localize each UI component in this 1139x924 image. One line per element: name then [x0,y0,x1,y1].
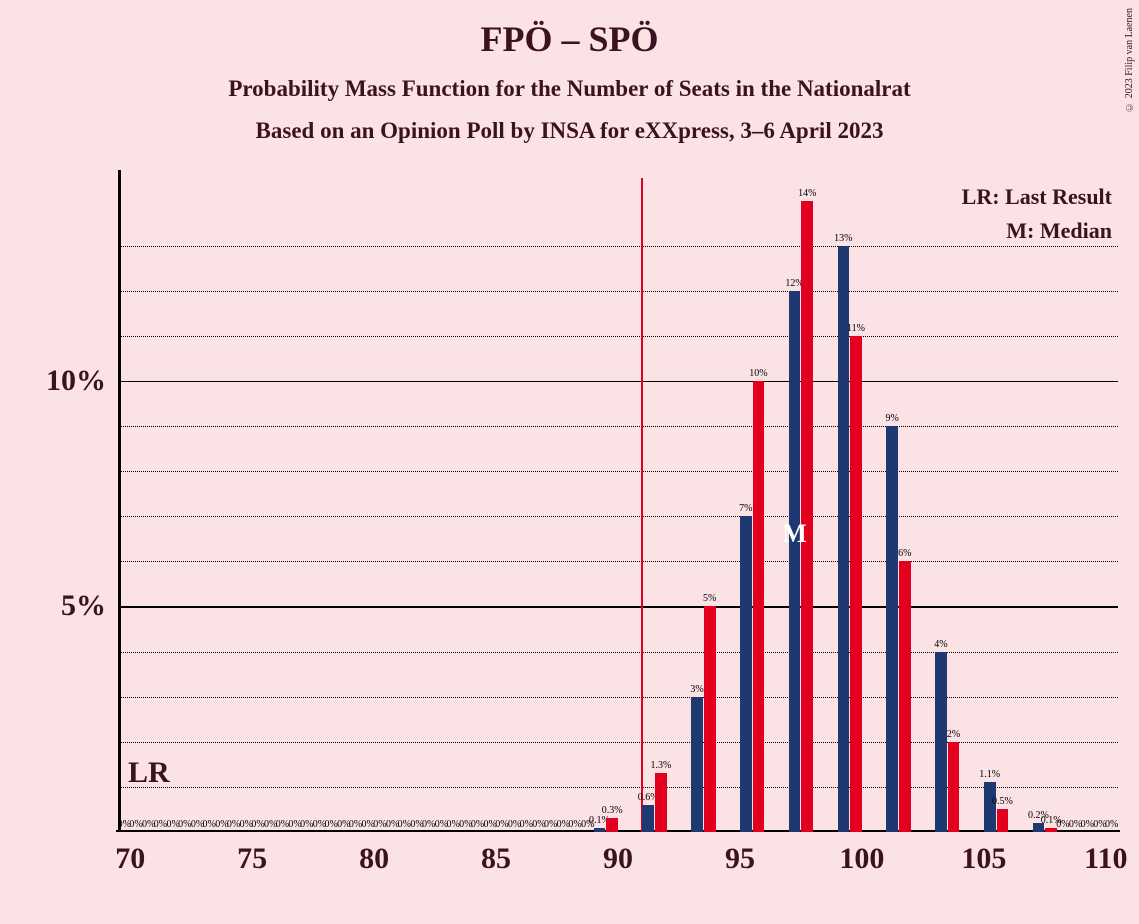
bar-label: 11% [847,323,865,336]
bar-blue: 9% [886,426,898,832]
gridline-minor [118,246,1118,247]
legend-median: M: Median [1006,218,1112,244]
bar-red: 5% [704,606,716,832]
bar-label: 0% [203,819,216,832]
bar-label: 1.3% [650,760,671,773]
gridline-major [118,381,1118,383]
y-tick-label: 10% [46,364,118,398]
x-tick-label: 105 [961,832,1006,876]
x-tick-label: 80 [359,832,389,876]
bar-red: 10% [753,381,765,832]
bar-label: 0% [154,819,167,832]
bar-red: 2% [948,742,960,832]
bar-label: 9% [885,413,898,426]
bar-label: 5% [703,593,716,606]
bar-red: 11% [850,336,862,832]
bar-label: 13% [834,233,852,246]
bar-label: 3% [690,684,703,697]
bar-label: 0% [324,819,337,832]
bar-label: 0% [568,819,581,832]
bar-label: 0% [471,819,484,832]
bar-red: 1.3% [655,773,667,832]
bar-label: 0% [520,819,533,832]
bar-label: 1.1% [979,769,1000,782]
gridline-minor [118,516,1118,517]
bar-blue: 12% [789,291,801,832]
bar-label: 0% [227,819,240,832]
bar-red: 14% [801,201,813,832]
bar-label: 2% [947,729,960,742]
chart-title: FPÖ – SPÖ [0,18,1139,60]
bar-red: 6% [899,561,911,832]
bar-label: 0% [373,819,386,832]
legend-lr: LR: Last Result [962,184,1112,210]
bar-label: 0% [398,819,411,832]
bar-label: 0% [495,819,508,832]
gridline-major [118,606,1118,608]
bar-label: 0.3% [602,805,623,818]
chart-subtitle-2: Based on an Opinion Poll by INSA for eXX… [0,118,1139,144]
bar-label: 0% [300,819,313,832]
bar-label: 6% [898,548,911,561]
gridline-minor [118,697,1118,698]
bar-label: 0% [129,819,142,832]
bar-blue: 4% [935,652,947,832]
copyright-text: © 2023 Filip van Laenen [1124,8,1135,112]
bar-red: 0.5% [997,809,1009,832]
bar-label: 0% [1056,819,1069,832]
bar-label: 0% [544,819,557,832]
bar-label: 10% [749,368,767,381]
gridline-minor [118,561,1118,562]
gridline-minor [118,336,1118,337]
bar-label: 0% [276,819,289,832]
bar-blue: 0.1% [594,828,606,833]
y-axis [118,170,121,832]
bar-label: 0% [178,819,191,832]
bar-label: 0% [1105,819,1118,832]
lr-label: LR [128,756,170,790]
bar-blue: 0.6% [642,805,654,832]
plot-area: 5%10%7075808590951001051100%0%0%0%0%0%0%… [118,178,1118,832]
y-tick-label: 5% [61,589,118,623]
bar-label: 7% [739,503,752,516]
bar-red: 0.3% [606,818,618,832]
bar-label: 0% [349,819,362,832]
bar-label: 4% [934,639,947,652]
gridline-minor [118,652,1118,653]
bar-label: 14% [798,188,816,201]
bar-label: 0% [1081,819,1094,832]
last-result-line [641,178,643,832]
x-tick-label: 110 [1084,832,1127,876]
chart-container: FPÖ – SPÖ Probability Mass Function for … [0,0,1139,924]
x-tick-label: 100 [839,832,884,876]
bar-blue: 3% [691,697,703,832]
bar-label: 0.5% [992,796,1013,809]
x-tick-label: 90 [603,832,633,876]
bar-label: 0% [251,819,264,832]
x-tick-label: 75 [237,832,267,876]
gridline-minor [118,426,1118,427]
x-tick-label: 70 [115,832,145,876]
bar-label: 0% [446,819,459,832]
bar-label: 0% [422,819,435,832]
median-marker: M [782,519,807,549]
bar-blue: 7% [740,516,752,832]
gridline-minor [118,291,1118,292]
x-tick-label: 95 [725,832,755,876]
x-tick-label: 85 [481,832,511,876]
chart-subtitle-1: Probability Mass Function for the Number… [0,76,1139,102]
gridline-minor [118,742,1118,743]
gridline-minor [118,787,1118,788]
gridline-minor [118,471,1118,472]
